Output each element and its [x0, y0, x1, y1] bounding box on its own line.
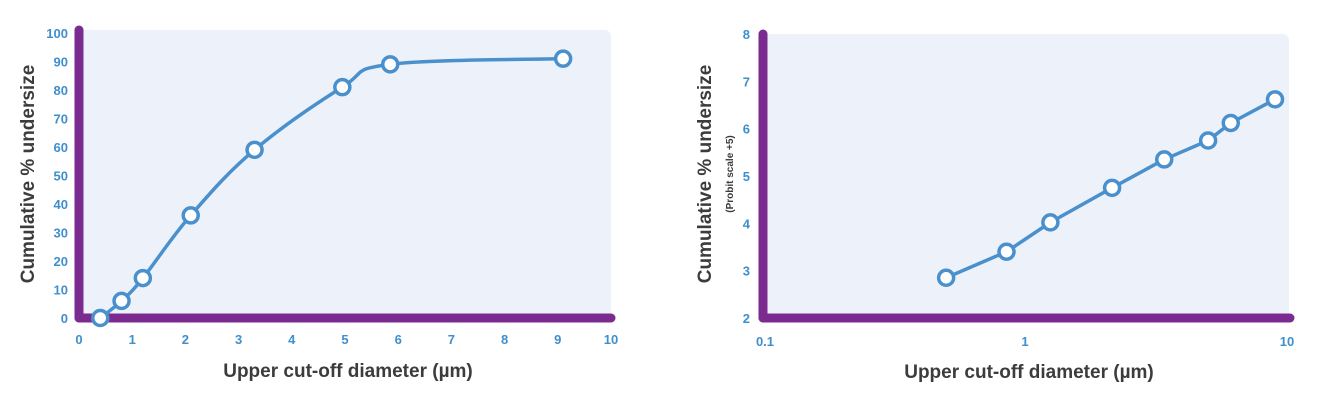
y-tick-label: 8	[743, 27, 750, 42]
y-tick-label: 6	[743, 122, 750, 137]
data-point	[1154, 150, 1174, 169]
data-point	[936, 268, 956, 288]
x-tick-label: 0.1	[756, 334, 774, 349]
y-tick-label: 5	[743, 169, 750, 184]
plot-area	[79, 30, 611, 318]
data-point	[1221, 113, 1241, 133]
x-tick-label: 4	[288, 332, 296, 347]
data-point	[112, 291, 131, 311]
data-point	[1041, 213, 1060, 232]
data-point	[1198, 131, 1218, 150]
data-point	[91, 308, 110, 328]
cumulative-linear-chart: 0 10 20 30 40 50 60 70 80 90 100 0 1 2 3 4 5 6 7 8 9 10 Upper…	[18, 25, 618, 382]
x-axis-title: Upper cut-off diameter (µm)	[904, 362, 1154, 383]
data-point	[181, 206, 200, 225]
y-tick-label: 50	[54, 169, 68, 184]
cumulative-probit-chart: 2 3 4 5 6 7 8 0.1 1 10 Upper cut-off diameter (µm…	[695, 27, 1295, 383]
y-tick-label: 100	[46, 26, 68, 41]
y-tick-label: 30	[54, 226, 68, 241]
data-point	[1265, 90, 1285, 109]
x-tick-label: 9	[554, 332, 561, 347]
x-tick-label: 7	[448, 332, 455, 347]
x-tick-label: 5	[341, 332, 348, 347]
x-axis-title: Upper cut-off diameter (µm)	[223, 361, 473, 382]
y-axis-title: Cumulative % undersize	[18, 65, 39, 284]
y-tick-label: 20	[54, 254, 68, 269]
x-tick-label: 2	[182, 332, 189, 347]
y-axis-subtitle: (Probit scale +5)	[725, 135, 736, 213]
data-point	[553, 49, 573, 68]
y-tick-label: 0	[61, 311, 68, 326]
x-tick-label: 6	[395, 332, 402, 347]
data-point	[380, 55, 400, 74]
x-tick-label: 10	[604, 332, 618, 347]
y-tick-label: 10	[54, 283, 68, 298]
y-axis-title: Cumulative % undersize	[695, 65, 716, 284]
y-tick-label: 7	[743, 74, 750, 89]
y-tick-label: 70	[54, 112, 68, 127]
data-point	[333, 77, 352, 97]
data-point	[997, 242, 1016, 261]
x-tick-label: 3	[235, 332, 242, 347]
y-tick-label: 90	[54, 55, 68, 70]
x-tick-label: 10	[1280, 334, 1294, 349]
y-tick-label: 40	[54, 197, 68, 212]
data-point	[133, 268, 153, 288]
y-tick-label: 4	[743, 216, 751, 231]
x-tick-label: 1	[129, 332, 136, 347]
x-tick-label: 1	[1021, 334, 1028, 349]
plot-area	[763, 34, 1289, 318]
data-point	[1102, 178, 1122, 198]
y-tick-label: 60	[54, 140, 68, 155]
y-tick-label: 80	[54, 83, 68, 98]
data-point	[245, 140, 264, 160]
x-tick-label: 0	[75, 332, 82, 347]
x-tick-label: 8	[501, 332, 508, 347]
y-tick-label: 3	[743, 264, 750, 279]
y-tick-label: 2	[743, 311, 750, 326]
